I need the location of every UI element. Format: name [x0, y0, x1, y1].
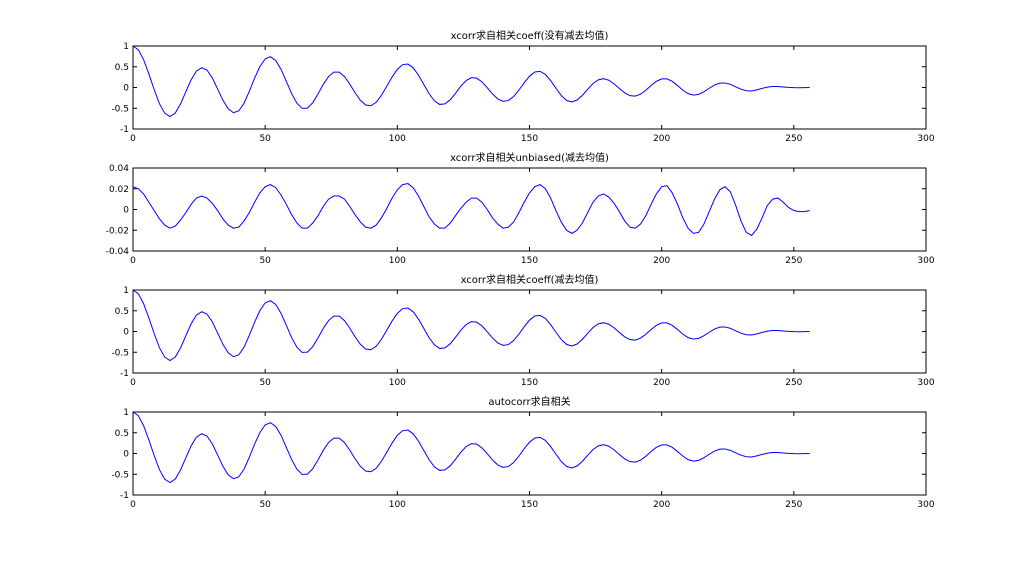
y-tick-label: 0.5 — [115, 429, 129, 439]
y-tick-label: 1 — [123, 42, 129, 52]
x-tick-label: 200 — [653, 500, 670, 510]
subplot-3: 0 50 100 150 200 250 300 -1 -0.5 0 0.5 1 xcorr求自相关co… — [111, 273, 934, 388]
x-tick-label: 100 — [389, 256, 406, 266]
chart-title: xcorr求自相关coeff(没有减去均值) — [451, 29, 609, 42]
series-line-1 — [132, 183, 810, 237]
x-tick-label: 0 — [130, 256, 136, 266]
x-tick-label: 300 — [917, 256, 934, 266]
x-tick-label: 150 — [521, 134, 538, 144]
x-tick-label: 100 — [389, 378, 406, 388]
y-tick-label: -0.04 — [106, 247, 130, 257]
y-tick-label: 1 — [123, 286, 129, 296]
y-tick-label: 1 — [123, 408, 129, 418]
y-tick-label: 0.04 — [109, 164, 129, 174]
x-tick-label: 150 — [521, 500, 538, 510]
x-tick-label: 300 — [917, 378, 934, 388]
x-tick-label: 0 — [130, 500, 136, 510]
axes-box — [132, 167, 927, 252]
x-tick-label: 200 — [653, 256, 670, 266]
y-tick-label: -0.5 — [111, 348, 129, 358]
series-line-1 — [132, 289, 810, 362]
x-tick-label: 300 — [917, 500, 934, 510]
x-tick-label: 200 — [653, 378, 670, 388]
x-tick-label: 300 — [917, 134, 934, 144]
x-tick-label: 250 — [785, 500, 802, 510]
x-tick-label: 100 — [389, 500, 406, 510]
y-tick-label: 0 — [123, 328, 129, 338]
x-tick-label: 100 — [389, 134, 406, 144]
y-tick-label: 0.5 — [115, 63, 129, 73]
y-tick-label: 0 — [123, 84, 129, 94]
subplot-4: 0 50 100 150 200 250 300 -1 -0.5 0 0.5 1 autocorr求自相… — [111, 395, 934, 510]
y-tick-label: -0.5 — [111, 470, 129, 480]
y-tick-label: -1 — [120, 125, 129, 135]
series-line-1 — [132, 411, 810, 484]
y-tick-label: -0.02 — [106, 226, 129, 236]
series-line-1 — [132, 45, 810, 118]
subplot-2: 0 50 100 150 200 250 300 -0.04 -0.02 0 0.02 0.04 xco… — [106, 151, 935, 266]
y-tick-label: 0.5 — [115, 307, 129, 317]
chart-title: xcorr求自相关unbiased(减去均值) — [450, 151, 609, 164]
y-tick-label: 0.02 — [109, 185, 129, 195]
x-tick-label: 50 — [259, 134, 271, 144]
y-tick-label: -1 — [120, 369, 129, 379]
x-tick-label: 50 — [259, 256, 271, 266]
x-tick-label: 250 — [785, 134, 802, 144]
x-tick-label: 150 — [521, 378, 538, 388]
y-tick-label: -1 — [120, 491, 129, 501]
y-tick-label: 0 — [123, 450, 129, 460]
y-tick-label: 0 — [123, 206, 129, 216]
x-tick-label: 150 — [521, 256, 538, 266]
x-tick-label: 250 — [785, 378, 802, 388]
x-tick-label: 200 — [653, 134, 670, 144]
x-tick-label: 250 — [785, 256, 802, 266]
x-tick-label: 0 — [130, 378, 136, 388]
subplot-1: 0 50 100 150 200 250 300 -1 -0.5 0 0.5 1 xcorr求自相关co… — [111, 29, 934, 144]
x-tick-label: 50 — [259, 500, 271, 510]
chart-title: xcorr求自相关coeff(减去均值) — [461, 273, 599, 286]
x-tick-label: 50 — [259, 378, 271, 388]
y-tick-label: -0.5 — [111, 104, 129, 114]
x-tick-label: 0 — [130, 134, 136, 144]
chart-title: autocorr求自相关 — [488, 395, 570, 408]
